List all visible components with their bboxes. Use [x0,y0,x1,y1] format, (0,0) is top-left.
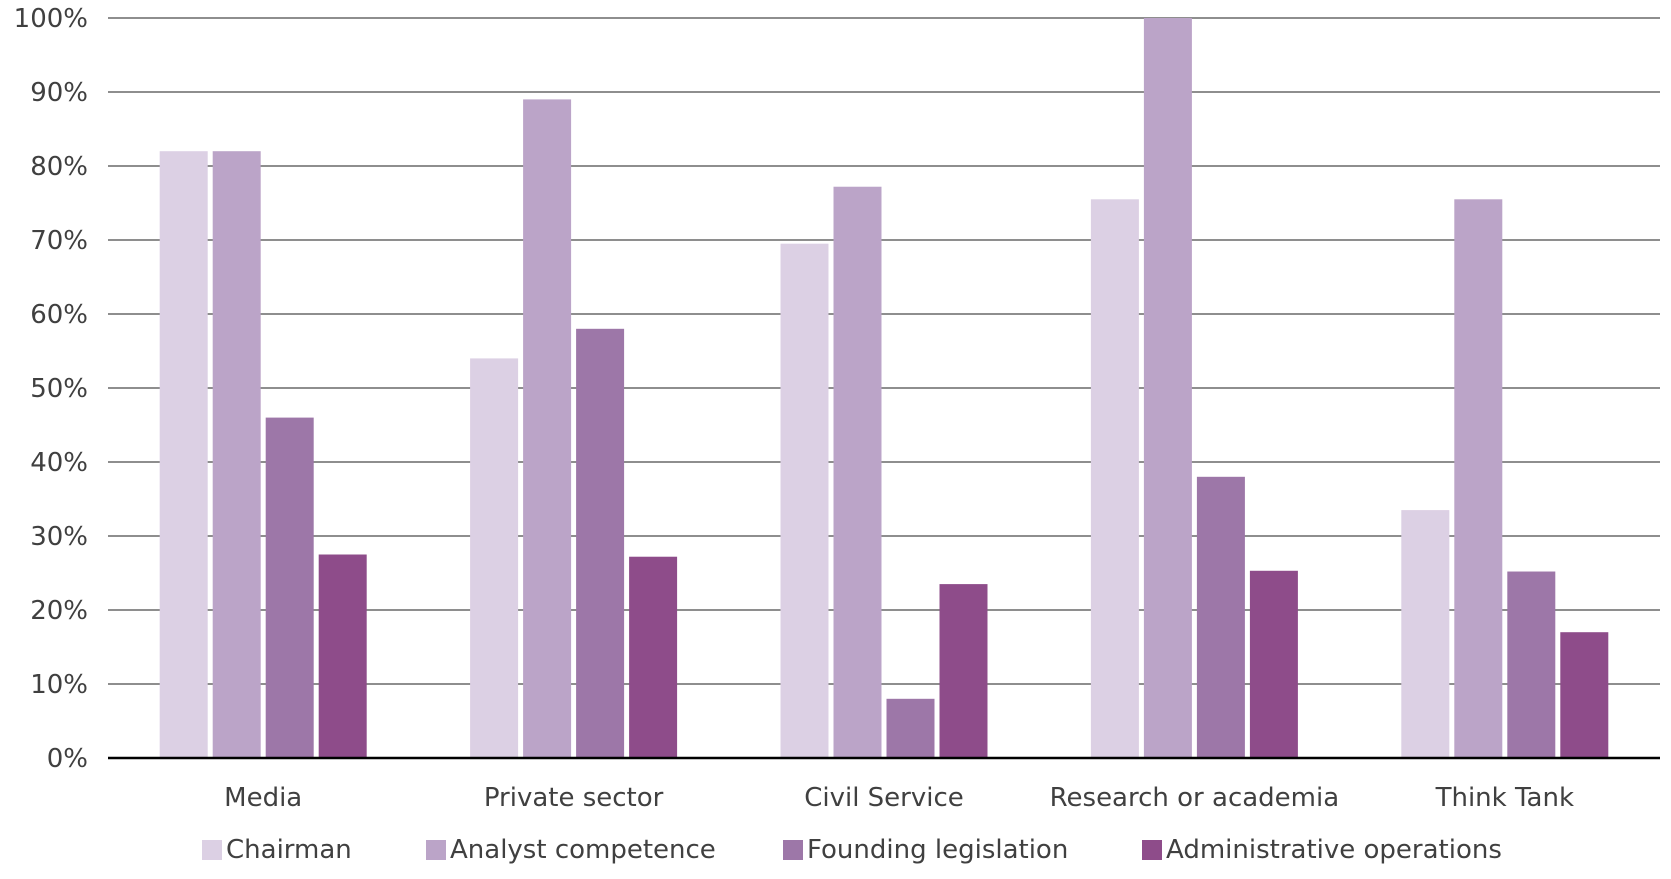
bar [833,186,882,759]
y-tick-label: 90% [30,78,88,108]
y-tick-label: 60% [30,300,88,330]
bar [629,556,678,758]
legend-label: Administrative operations [1166,835,1502,865]
y-tick-label: 100% [14,4,88,34]
x-category-label: Private sector [484,783,664,813]
bar [780,243,829,758]
y-tick-label: 80% [30,152,88,182]
bar [886,698,935,758]
legend-item: Administrative operations [1142,835,1502,865]
bars [159,18,1609,759]
x-category-label: Think Tank [1435,783,1574,813]
bar [523,99,572,758]
bar [212,151,261,758]
legend-label: Founding legislation [807,835,1069,865]
y-tick-label: 0% [47,744,88,774]
legend-label: Chairman [226,835,352,865]
y-tick-label: 40% [30,448,88,478]
legend-item: Analyst competence [426,835,716,865]
bar [265,417,314,758]
bar [939,584,988,758]
legend-swatch [426,840,446,860]
x-category-label: Media [224,783,302,813]
legend-item: Founding legislation [783,835,1068,865]
legend-swatch [783,840,803,860]
bar [1090,199,1139,759]
x-category-label: Civil Service [804,783,964,813]
y-tick-label: 70% [30,226,88,256]
bar [1507,571,1556,758]
y-tick-label: 20% [30,596,88,626]
bar [1196,476,1245,758]
x-axis-category-labels: Media Private sector Civil Service Research… [224,783,1574,813]
bar [1249,570,1298,758]
y-tick-label: 30% [30,522,88,552]
bar [1143,18,1192,758]
legend-swatch [202,840,222,860]
legend-swatch [1142,840,1162,860]
bar [1560,632,1609,758]
bar [159,151,208,758]
bar [318,554,367,758]
y-axis-tick-labels: 0% 10% 20% 30% 40% 50% 60% 70% 80% 90% 100% [14,4,88,774]
x-category-label: Research or academia [1050,783,1340,813]
legend-label: Analyst competence [450,835,716,865]
legend-item: Chairman [202,835,352,865]
y-tick-label: 50% [30,374,88,404]
bar [470,358,519,758]
bar [1454,199,1503,759]
bar-chart: 0% 10% 20% 30% 40% 50% 60% 70% 80% 90% 100% Media P… [14,4,1660,813]
y-tick-label: 10% [30,670,88,700]
bar [576,328,625,758]
legend: Chairman Analyst competence Founding legis… [0,835,1671,875]
bar [1401,510,1450,758]
